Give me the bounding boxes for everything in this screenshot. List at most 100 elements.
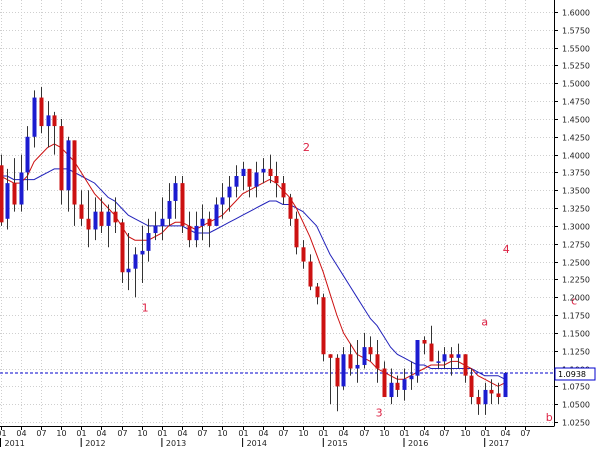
candle-up [200, 204, 205, 241]
candle-up [227, 176, 232, 212]
y-tick-label: 1.5000 [562, 80, 590, 89]
candle-down [496, 382, 501, 405]
candle-body [402, 379, 407, 390]
candlesticks [0, 86, 508, 415]
candle-up [402, 368, 407, 401]
x-tick-label: 10 [137, 429, 147, 438]
y-tick-label: 1.3750 [562, 169, 590, 178]
candle-body [321, 297, 326, 355]
y-tick-label: 1.0750 [562, 383, 590, 392]
candle-down [449, 347, 454, 376]
candle-down [72, 140, 77, 226]
candle-down [422, 336, 427, 355]
candle-body [503, 372, 508, 398]
x-tick-label: 04 [500, 429, 510, 438]
x-tick-label: 07 [439, 429, 449, 438]
candle-down [301, 240, 306, 269]
candle-body [167, 200, 172, 219]
candle-body [5, 183, 10, 219]
candle-body [368, 347, 373, 355]
candle-up [214, 197, 219, 226]
candle-down [79, 190, 84, 226]
candle-up [106, 204, 111, 248]
x-tick-label: 04 [96, 429, 106, 438]
candle-up [19, 154, 24, 212]
x-tick-label: 01 [0, 429, 7, 438]
candle-body [66, 140, 71, 191]
candle-body [173, 183, 178, 201]
ma-fast-line [0, 143, 506, 387]
x-year-label: 2012 [85, 439, 105, 448]
candle-down [86, 190, 91, 248]
wave-label: a [481, 316, 488, 329]
candle-body [180, 183, 185, 226]
candle-up [456, 343, 461, 369]
candle-down [120, 218, 125, 283]
candle-body [207, 218, 212, 226]
x-tick-label: 07 [520, 429, 530, 438]
y-tick-label: 1.1750 [562, 312, 590, 321]
x-tick-label: 04 [177, 429, 187, 438]
candle-body [496, 393, 501, 398]
candle-body [52, 115, 57, 127]
candle-body [281, 183, 286, 198]
candle-down [395, 375, 400, 398]
candle-down [476, 389, 481, 415]
candle-down [294, 211, 299, 255]
candle-body [25, 136, 30, 173]
candle-body [274, 176, 279, 184]
candle-body [32, 97, 37, 137]
candle-body [146, 233, 151, 251]
candle-body [120, 222, 125, 273]
candle-body [476, 397, 481, 405]
candle-down [207, 211, 212, 248]
candle-down [288, 193, 293, 226]
candle-up [261, 158, 266, 184]
candle-down [180, 176, 185, 234]
candle-down [368, 336, 373, 362]
x-tick-label: 07 [278, 429, 288, 438]
y-tick-label: 1.4000 [562, 152, 590, 161]
candle-down [268, 154, 273, 184]
candle-body [382, 368, 387, 398]
x-tick-label: 01 [76, 429, 86, 438]
candle-up [46, 101, 51, 148]
candle-down [375, 340, 380, 383]
candle-body [0, 165, 4, 223]
y-tick-label: 1.3000 [562, 223, 590, 232]
x-axis: 01 04 07 10 01 04 07 10 01 04 07 10 01 04 07 10 01 04 07 10… [0, 426, 531, 448]
candle-body [39, 97, 44, 127]
candle-body [442, 354, 447, 362]
candle-up [133, 247, 138, 298]
candle-body [436, 361, 441, 363]
candle-body [227, 186, 232, 198]
candle-body [288, 197, 293, 219]
candle-up [442, 347, 447, 369]
candle-body [341, 354, 346, 387]
candle-up [126, 233, 131, 291]
candle-up [389, 368, 394, 405]
candle-body [389, 382, 394, 398]
wave-label: c [571, 294, 577, 307]
candle-body [72, 140, 77, 205]
candle-up [483, 382, 488, 415]
y-tick-label: 1.1250 [562, 348, 590, 357]
candle-body [220, 197, 225, 205]
candle-body [113, 211, 118, 223]
x-year-label: 2016 [408, 439, 428, 448]
x-tick-label: 01 [480, 429, 490, 438]
candle-body [93, 211, 98, 230]
wave-label: 2 [303, 141, 310, 154]
y-tick-label: 1.6000 [562, 9, 590, 18]
candle-up [32, 90, 37, 148]
candle-down [463, 354, 468, 383]
candle-up [241, 161, 246, 191]
candle-down [328, 354, 333, 405]
candle-down [187, 211, 192, 248]
candle-body [355, 364, 360, 369]
x-year-label: 2014 [247, 439, 267, 448]
candle-body [79, 204, 84, 219]
y-tick-label: 1.5500 [562, 45, 590, 54]
candle-body [19, 172, 24, 205]
candle-body [160, 218, 165, 226]
